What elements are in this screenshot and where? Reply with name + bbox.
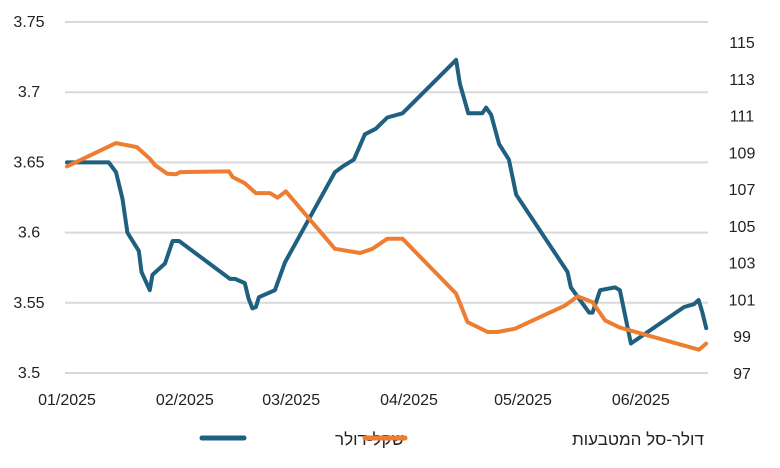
legend: שקל-דולר דולר-סל המטבעות — [199, 430, 704, 449]
x-tick-label: 02/2025 — [156, 392, 214, 409]
x-axis: 01/2025 02/2025 03/2025 04/2025 05/2025 06/20… — [38, 392, 670, 409]
x-tick-label: 06/2025 — [612, 392, 670, 409]
left-tick-label: 3.75 — [13, 14, 44, 31]
x-tick-label: 04/2025 — [380, 392, 438, 409]
right-tick-label: 101 — [729, 292, 756, 309]
right-tick-label: 105 — [729, 219, 756, 236]
x-tick-label: 03/2025 — [262, 392, 320, 409]
left-tick-label: 3.65 — [13, 154, 44, 171]
x-tick-label: 01/2025 — [38, 392, 96, 409]
left-tick-label: 3.6 — [18, 225, 40, 242]
right-tick-label: 115 — [729, 35, 755, 52]
right-tick-label: 99 — [733, 329, 751, 346]
left-tick-label: 3.7 — [18, 84, 40, 101]
x-tick-label: 05/2025 — [494, 392, 552, 409]
left-axis: 3.5 3.55 3.6 3.65 3.7 3.75 — [13, 14, 44, 382]
right-tick-label: 103 — [729, 256, 756, 273]
series-line-usd-ils — [65, 57, 709, 346]
right-tick-label: 113 — [729, 72, 755, 89]
right-tick-label: 97 — [733, 366, 751, 383]
gridlines — [65, 21, 708, 374]
right-tick-label: 107 — [729, 182, 756, 199]
right-axis: 97 99 101 103 105 107 109 111 113 115 — [729, 35, 756, 383]
left-tick-label: 3.55 — [13, 295, 44, 312]
legend-label-usd-basket: דולר-סל המטבעות — [572, 430, 704, 449]
left-tick-label: 3.5 — [18, 365, 40, 382]
series-line-usd-basket — [65, 141, 709, 352]
right-tick-label: 111 — [730, 109, 754, 126]
right-tick-label: 109 — [729, 145, 756, 162]
series-lines — [65, 57, 709, 352]
